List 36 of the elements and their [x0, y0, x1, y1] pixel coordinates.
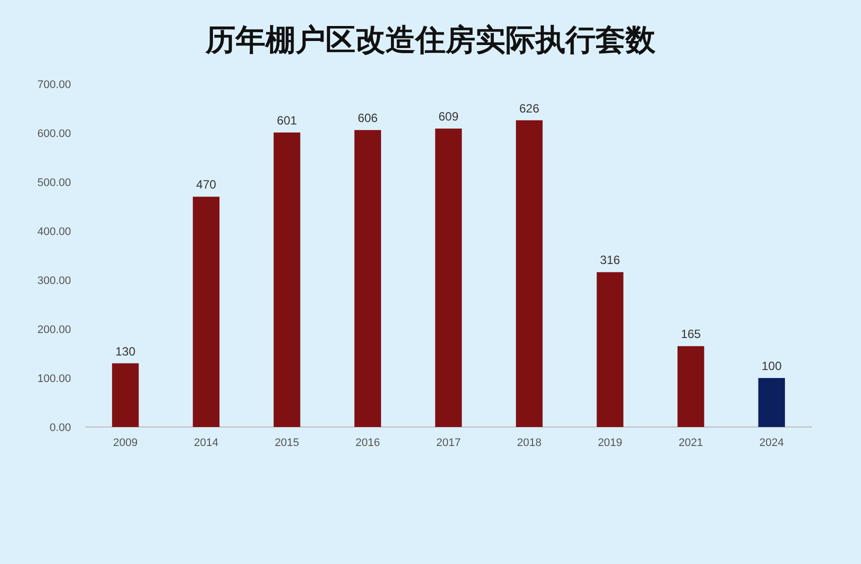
data-label: 165 [680, 327, 702, 342]
bar [596, 272, 624, 427]
bar [192, 196, 220, 427]
y-tick-label: 600.00 [37, 128, 71, 140]
x-tick-label: 2018 [517, 437, 542, 449]
bar [516, 120, 543, 427]
y-tick-label: 500.00 [37, 177, 71, 189]
data-label: 316 [600, 253, 620, 268]
data-label: 130 [115, 344, 136, 358]
data-label: 606 [358, 111, 378, 126]
bar [435, 128, 462, 427]
bar [678, 346, 704, 427]
chart-title: 历年棚户区改造住房实际执行套数 [204, 23, 656, 57]
y-tick-label: 200.00 [37, 324, 71, 336]
y-tick-label: 100.00 [37, 373, 71, 385]
x-tick-label: 2014 [194, 437, 218, 449]
data-label: 609 [438, 110, 459, 124]
x-tick-label: 2016 [355, 437, 380, 449]
bar [758, 378, 785, 427]
data-label: 470 [196, 178, 216, 192]
x-tick-label: 2019 [598, 437, 622, 449]
y-tick-label: 700.00 [37, 79, 71, 91]
x-tick-label: 2024 [759, 437, 784, 449]
data-label: 626 [519, 101, 540, 116]
data-label: 100 [762, 359, 782, 373]
bar [112, 363, 139, 427]
y-tick-label: 300.00 [37, 275, 71, 287]
x-tick-label: 2015 [274, 437, 300, 449]
y-tick-label: 0.00 [50, 422, 71, 434]
x-tick-label: 2009 [113, 437, 138, 449]
x-tick-label: 2021 [678, 437, 704, 449]
bar [274, 132, 300, 427]
x-tick-label: 2017 [436, 437, 461, 449]
data-label: 601 [276, 114, 298, 128]
bar [354, 130, 382, 427]
y-tick-label: 400.00 [37, 226, 71, 238]
